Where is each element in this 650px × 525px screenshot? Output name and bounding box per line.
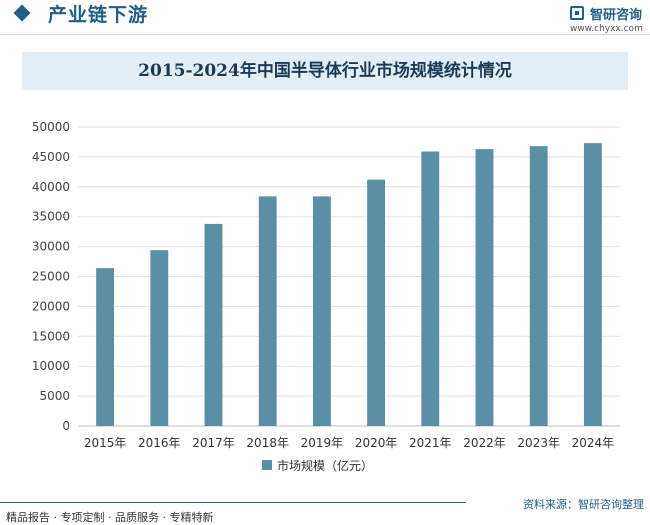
x-tick-label: 2024年 xyxy=(572,436,615,450)
bar xyxy=(367,179,386,426)
bar xyxy=(475,149,494,426)
y-tick-label: 30000 xyxy=(32,240,70,254)
header-divider xyxy=(0,34,650,35)
legend-swatch xyxy=(262,460,272,470)
footer-tags: 精品报告 · 专项定制 · 品质服务 · 专精特新 xyxy=(6,511,214,524)
legend-label: 市场规模（亿元） xyxy=(277,459,374,473)
y-tick-label: 45000 xyxy=(32,150,70,164)
x-tick-label: 2018年 xyxy=(246,436,289,450)
page-header: 产业链下游 智研咨询 www.chyxx.com xyxy=(0,0,650,34)
logo-name: 智研咨询 xyxy=(590,8,643,23)
x-tick-label: 2022年 xyxy=(463,436,506,450)
y-tick-label: 0 xyxy=(62,419,70,433)
x-tick-label: 2015年 xyxy=(84,436,127,450)
x-tick-label: 2016年 xyxy=(138,436,181,450)
bar xyxy=(96,268,115,426)
y-tick-label: 35000 xyxy=(32,210,70,224)
bar xyxy=(421,151,440,426)
y-tick-label: 10000 xyxy=(32,359,70,373)
bar xyxy=(204,223,223,426)
x-tick-label: 2020年 xyxy=(355,436,398,450)
brand-logo: 智研咨询 www.chyxx.com xyxy=(570,4,650,34)
chart-title-banner: 2015-2024年中国半导体行业市场规模统计情况 xyxy=(22,52,628,90)
y-tick-label: 5000 xyxy=(39,389,70,403)
y-tick-label: 20000 xyxy=(32,299,70,313)
section-title: 产业链下游 xyxy=(48,4,149,26)
footer-divider xyxy=(0,502,466,503)
y-tick-label: 40000 xyxy=(32,180,70,194)
footer-source: 资料来源：智研咨询整理 xyxy=(523,498,644,511)
bar xyxy=(150,250,169,426)
logo-icon xyxy=(570,6,584,20)
bar xyxy=(583,143,602,426)
logo-url: www.chyxx.com xyxy=(570,24,643,34)
bar xyxy=(529,146,548,427)
x-tick-label: 2023年 xyxy=(517,436,560,450)
y-tick-label: 25000 xyxy=(32,270,70,284)
bar xyxy=(312,196,331,426)
x-tick-label: 2021年 xyxy=(409,436,452,450)
y-tick-label: 50000 xyxy=(32,120,70,134)
bar xyxy=(258,196,277,426)
chart-title: 2015-2024年中国半导体行业市场规模统计情况 xyxy=(138,61,512,81)
x-tick-label: 2019年 xyxy=(301,436,344,450)
x-tick-label: 2017年 xyxy=(192,436,235,450)
y-tick-label: 15000 xyxy=(32,329,70,343)
